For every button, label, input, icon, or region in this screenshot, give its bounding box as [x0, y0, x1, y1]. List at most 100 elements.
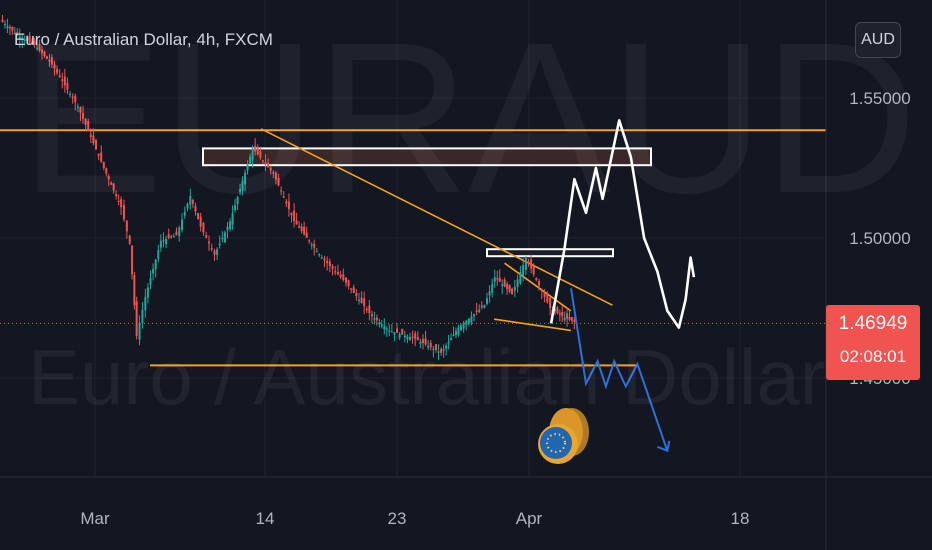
candle-body: [457, 327, 460, 335]
candle-body: [172, 236, 175, 238]
candle-body: [256, 147, 259, 155]
candle-body: [274, 172, 277, 180]
candle-body: [308, 240, 311, 242]
candle-body: [36, 47, 39, 49]
currency-badge[interactable]: AUD: [855, 22, 901, 58]
candle-body: [442, 349, 445, 351]
candle-body: [210, 248, 213, 250]
candle-body: [368, 305, 371, 314]
candle-body: [131, 245, 134, 275]
candle-body: [234, 205, 237, 211]
candle-body: [246, 164, 249, 171]
candle-body: [566, 313, 569, 319]
candle-body: [207, 241, 210, 244]
candle-body: [251, 148, 254, 161]
candle-body: [128, 235, 131, 244]
candle-body: [488, 291, 491, 296]
candle-body: [92, 135, 95, 144]
symbol-watermark: EURAUD, 4h: [20, 0, 932, 238]
candle-body: [97, 153, 100, 156]
candle-body: [216, 249, 219, 255]
candle-body: [370, 313, 373, 317]
candle-body: [470, 316, 473, 323]
candle-body: [69, 93, 72, 95]
resistance-zones: [202, 147, 652, 258]
candle-body: [339, 274, 342, 278]
last-price-label: 1.46949 02:08:01: [826, 305, 920, 380]
candle-body: [300, 226, 303, 232]
candle-body: [498, 277, 501, 282]
candle-body: [202, 222, 205, 233]
candle-body: [434, 344, 437, 350]
candle-body: [478, 309, 481, 312]
candle-body: [396, 328, 399, 333]
trendlines: [260, 128, 613, 332]
arrow-head-icon: [656, 440, 671, 453]
candle-body: [218, 243, 221, 246]
candle-body: [112, 183, 115, 191]
candle-body: [13, 32, 16, 34]
candle-body: [558, 312, 561, 315]
candle-body: [157, 250, 160, 259]
candle-body: [427, 345, 430, 348]
candle-body: [347, 280, 350, 287]
candle-body: [570, 317, 573, 321]
candle-body: [53, 64, 56, 69]
candle-body: [447, 342, 450, 344]
bearish-projection-path: [570, 288, 669, 452]
candle-body: [249, 156, 252, 164]
candle-body: [373, 318, 376, 320]
candle-body: [133, 274, 136, 306]
candle-body: [416, 337, 419, 341]
candle-body: [272, 172, 275, 174]
candle-body: [546, 293, 549, 303]
description-watermark: Euro / Australian Dollar: [28, 333, 826, 421]
candle-body: [95, 140, 98, 150]
candle-body: [342, 274, 345, 280]
candle-body: [326, 260, 329, 264]
candle-body: [445, 345, 448, 349]
candle-body: [205, 235, 208, 238]
candle-body: [21, 37, 24, 41]
candle-body: [146, 287, 149, 298]
candle-body: [524, 257, 527, 270]
candle-body: [334, 271, 337, 273]
candle-body: [167, 234, 170, 238]
candle-body: [149, 278, 152, 285]
candle-body: [290, 212, 293, 216]
candle-body: [540, 290, 543, 292]
candle-body: [320, 257, 323, 259]
candle-body: [310, 244, 313, 246]
candle-body: [154, 259, 157, 270]
candle-body: [58, 75, 61, 77]
x-tick-label: 18: [731, 509, 750, 528]
candle-body: [241, 180, 244, 191]
candle-body: [26, 37, 29, 41]
candle-body: [424, 338, 427, 345]
candle-body: [298, 226, 301, 228]
candle-body: [561, 312, 564, 317]
candle-body: [152, 268, 155, 274]
candle-body: [223, 232, 226, 243]
candle-body: [236, 196, 239, 205]
horizontal-levels: [0, 129, 826, 367]
resistance-zone: [486, 248, 614, 258]
candle-body: [313, 244, 316, 248]
candle-body: [56, 69, 59, 73]
chart-grid: [0, 0, 826, 477]
candle-body: [269, 167, 272, 171]
candle-body: [485, 298, 488, 304]
candle-body: [239, 188, 242, 193]
candle-body: [437, 351, 440, 353]
candle-body: [357, 299, 360, 301]
candle-body: [549, 297, 552, 308]
candle-body: [563, 317, 566, 321]
candle-body: [516, 279, 519, 288]
candle-body: [107, 176, 110, 180]
candle-body: [105, 168, 108, 174]
candle-body: [197, 213, 200, 220]
candle-body: [3, 24, 6, 26]
price-series: [1, 14, 576, 361]
